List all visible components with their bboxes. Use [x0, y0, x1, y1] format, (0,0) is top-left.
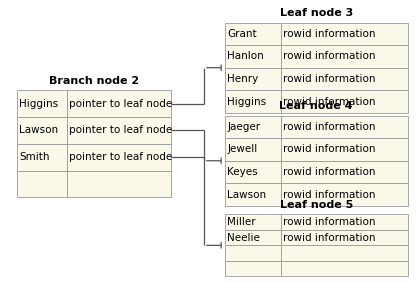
Bar — [281, 138, 408, 161]
Bar — [67, 90, 171, 117]
Text: Higgins: Higgins — [227, 96, 266, 107]
Text: Henry: Henry — [227, 74, 258, 84]
Text: Miller: Miller — [227, 217, 256, 227]
Bar — [67, 144, 171, 171]
Text: rowid information: rowid information — [283, 217, 376, 227]
Bar — [281, 90, 408, 113]
Bar — [225, 23, 281, 45]
Bar — [17, 171, 67, 197]
Bar — [17, 90, 67, 117]
Bar — [17, 144, 67, 171]
Bar — [281, 230, 408, 245]
Text: pointer to leaf node: pointer to leaf node — [69, 152, 172, 162]
Text: Grant: Grant — [227, 29, 257, 39]
Bar — [225, 230, 281, 245]
Bar — [225, 261, 281, 276]
Bar — [225, 116, 281, 138]
Bar — [225, 245, 281, 261]
Text: Branch node 2: Branch node 2 — [49, 76, 139, 86]
Bar — [225, 45, 281, 68]
Bar — [281, 68, 408, 90]
Text: rowid information: rowid information — [283, 29, 376, 39]
Text: rowid information: rowid information — [283, 122, 376, 132]
Text: Leaf node 4: Leaf node 4 — [280, 102, 353, 111]
Text: rowid information: rowid information — [283, 144, 376, 155]
Bar — [17, 117, 67, 144]
Bar — [67, 117, 171, 144]
Bar — [67, 171, 171, 197]
Bar — [281, 183, 408, 206]
Bar — [281, 245, 408, 261]
Bar — [225, 183, 281, 206]
Text: Higgins: Higgins — [19, 99, 58, 109]
Bar — [281, 214, 408, 230]
Text: Smith: Smith — [19, 152, 50, 162]
Text: Jaeger: Jaeger — [227, 122, 260, 132]
Text: Lawson: Lawson — [19, 125, 58, 135]
Text: Hanlon: Hanlon — [227, 51, 264, 61]
Bar — [225, 161, 281, 183]
Text: rowid information: rowid information — [283, 51, 376, 61]
Text: rowid information: rowid information — [283, 96, 376, 107]
Text: rowid information: rowid information — [283, 74, 376, 84]
Bar — [225, 214, 281, 230]
Bar — [281, 45, 408, 68]
Text: Leaf node 5: Leaf node 5 — [280, 200, 353, 210]
Text: rowid information: rowid information — [283, 167, 376, 177]
Text: Jewell: Jewell — [227, 144, 258, 155]
Bar — [225, 138, 281, 161]
Text: rowid information: rowid information — [283, 233, 376, 243]
Bar — [281, 116, 408, 138]
Text: rowid information: rowid information — [283, 190, 376, 200]
Bar — [225, 68, 281, 90]
Bar — [225, 90, 281, 113]
Bar — [281, 161, 408, 183]
Bar — [281, 261, 408, 276]
Text: Lawson: Lawson — [227, 190, 266, 200]
Text: pointer to leaf node: pointer to leaf node — [69, 99, 172, 109]
Text: Neelie: Neelie — [227, 233, 260, 243]
Text: pointer to leaf node: pointer to leaf node — [69, 125, 172, 135]
Text: Keyes: Keyes — [227, 167, 258, 177]
Text: Leaf node 3: Leaf node 3 — [280, 8, 353, 18]
Bar — [281, 23, 408, 45]
